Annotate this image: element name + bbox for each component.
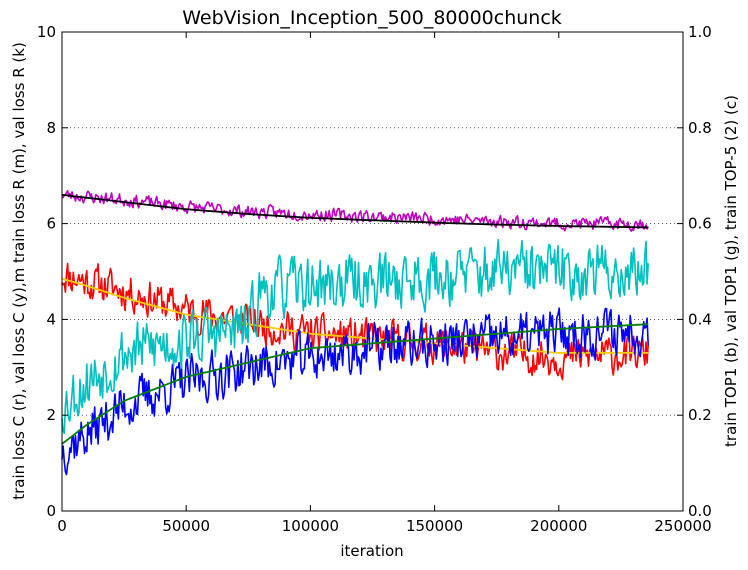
plot-frame [61, 31, 684, 512]
x-tick-label: 0 [57, 517, 67, 535]
y-tick-label-left: 8 [46, 119, 56, 137]
y-tick-label-right: 0.2 [688, 406, 712, 424]
x-tick-label: 200000 [530, 517, 587, 535]
x-tick-label: 100000 [282, 517, 339, 535]
series-line-1 [61, 277, 649, 354]
series-line-2 [61, 189, 649, 232]
y-tick-label-left: 2 [46, 406, 56, 424]
y-axis-label-right: train TOP1 (b), val TOP1 (g), train TOP-… [722, 95, 740, 447]
y-tick-label-left: 0 [46, 502, 56, 520]
y-tick-label-right: 0.4 [688, 310, 712, 328]
series-line-5 [61, 323, 649, 445]
y-tick-label-left: 4 [46, 310, 56, 328]
series-line-6 [61, 238, 649, 435]
ticks: 0 50000 100000 150000 200000 250000 0 2 4 6 8 10 0.0… [37, 23, 712, 535]
x-tick-label: 50000 [162, 517, 210, 535]
y-tick-label-right: 0.8 [688, 119, 712, 137]
y-tick-label-right: 0.6 [688, 215, 712, 233]
series-group [61, 189, 649, 476]
y-tick-label-left: 6 [46, 215, 56, 233]
chart-title: WebVision_Inception_500_80000chunck [182, 7, 562, 29]
x-tick-label: 150000 [406, 517, 463, 535]
x-axis-label: iteration [340, 542, 403, 560]
y-tick-label-right: 1.0 [688, 23, 712, 41]
x-tick-label: 250000 [654, 517, 711, 535]
y-tick-label-right: 0.0 [688, 502, 712, 520]
series-line-0 [61, 262, 649, 381]
gridlines [62, 127, 683, 416]
y-tick-label-left: 10 [37, 23, 56, 41]
series-line-3 [61, 194, 649, 229]
y-axis-label-left: train loss C (r), val loss C (y),m train… [10, 42, 28, 500]
